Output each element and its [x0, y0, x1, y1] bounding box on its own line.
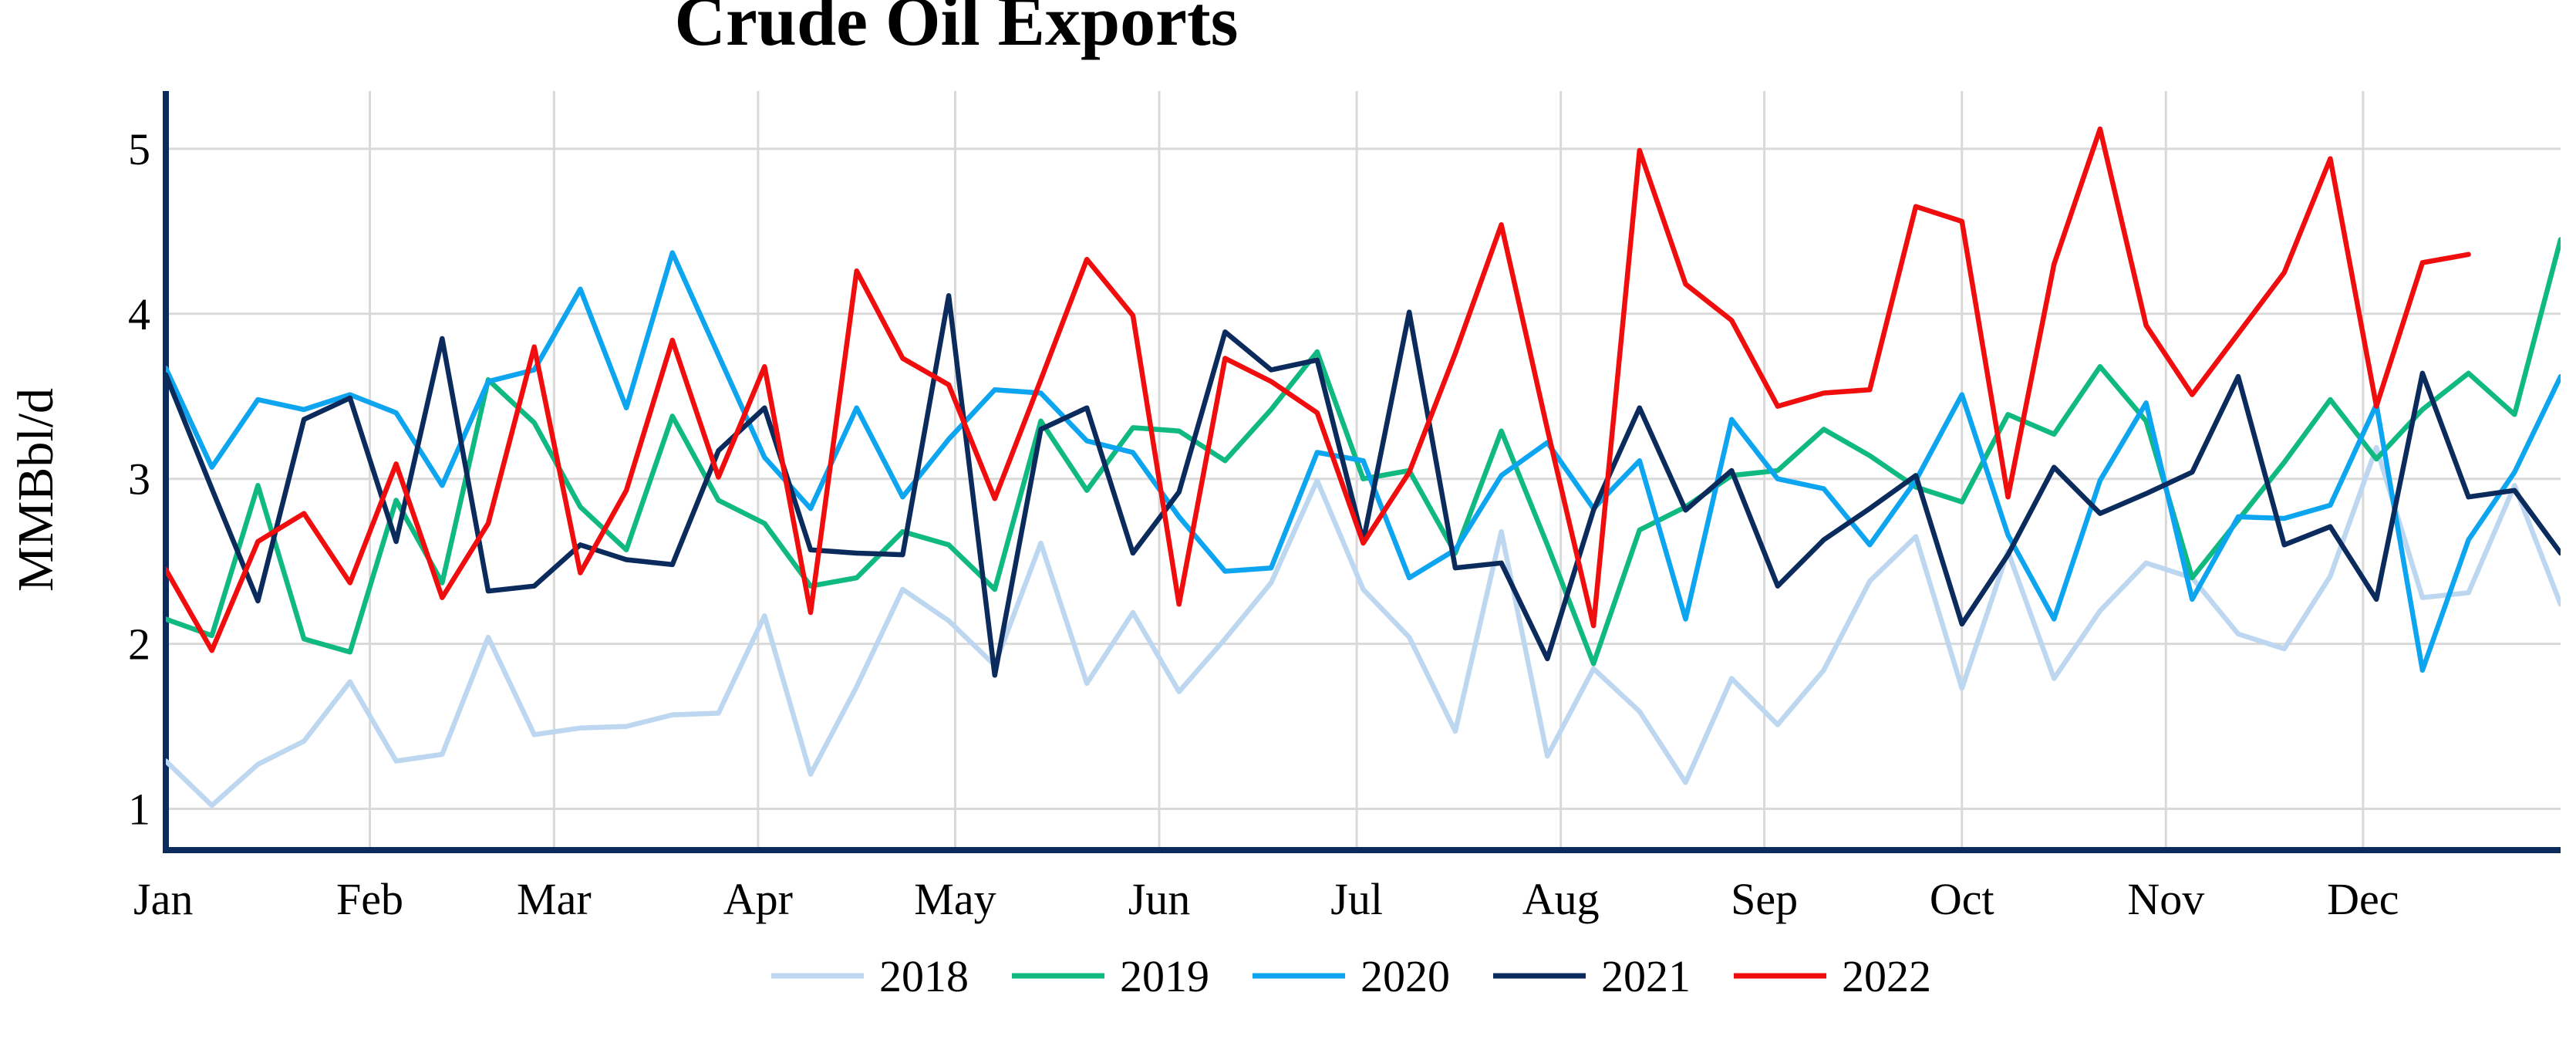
x-tick-label: May — [914, 874, 996, 924]
tick-labels: Jan Feb Mar Apr May Jun Jul Aug Sep Oct Nov Dec 1 2 3 4… — [128, 124, 2399, 924]
x-tick-label: Jun — [1128, 874, 1191, 924]
legend-label: 2021 — [1601, 951, 1691, 1001]
grid-lines — [164, 91, 2561, 850]
chart-title: Crude Oil Exports — [675, 0, 1239, 60]
series-line-2022 — [166, 126, 2471, 653]
legend-label: 2022 — [1842, 951, 1931, 1001]
y-tick-label: 3 — [128, 454, 150, 505]
legend-label: 2020 — [1360, 951, 1450, 1001]
legend-label: 2019 — [1120, 951, 1209, 1001]
x-tick-label: Dec — [2327, 874, 2399, 924]
y-tick-label: 1 — [128, 785, 150, 835]
x-tick-label: Nov — [2127, 874, 2204, 924]
x-tick-label: Jan — [133, 874, 193, 924]
y-tick-label: 2 — [128, 619, 150, 670]
legend-item-2022: 2022 — [1734, 951, 1931, 1001]
legend: 2018 2019 2020 2021 2022 — [771, 951, 1931, 1001]
x-tick-label: Aug — [1522, 874, 1600, 924]
y-axis-title: MMBbl/d — [8, 388, 64, 592]
x-tick-label: Feb — [336, 874, 403, 924]
legend-item-2020: 2020 — [1253, 951, 1450, 1001]
y-tick-label: 5 — [128, 124, 150, 174]
series-line-2018 — [166, 444, 2561, 808]
legend-item-2018: 2018 — [771, 951, 969, 1001]
series-line-2020 — [166, 250, 2561, 673]
legend-item-2019: 2019 — [1012, 951, 1209, 1001]
x-tick-label: Jul — [1330, 874, 1383, 924]
legend-label: 2018 — [879, 951, 969, 1001]
y-tick-label: 4 — [128, 289, 150, 339]
legend-item-2021: 2021 — [1493, 951, 1691, 1001]
series-lines — [166, 126, 2561, 808]
x-tick-label: Oct — [1930, 874, 1994, 924]
series-line-2021 — [166, 293, 2561, 678]
axes — [163, 91, 2561, 853]
x-tick-label: Sep — [1731, 874, 1798, 924]
x-tick-label: Mar — [517, 874, 592, 924]
x-tick-label: Apr — [723, 874, 793, 924]
